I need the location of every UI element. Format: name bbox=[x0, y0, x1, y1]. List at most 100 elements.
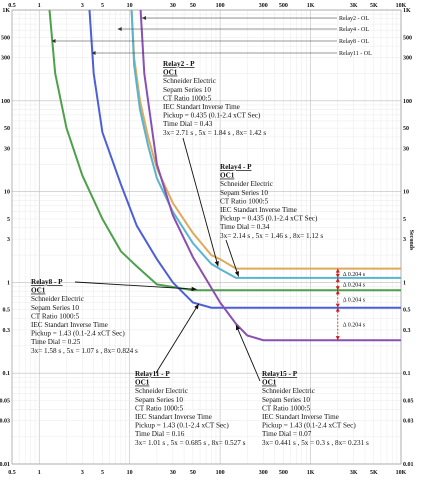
margin-arrowhead bbox=[335, 290, 340, 295]
x-tick-label-bottom: 3 bbox=[81, 470, 84, 476]
x-tick-label-bottom: 500 bbox=[279, 470, 288, 476]
curve-relay8 bbox=[48, 9, 401, 292]
x-tick-label-top: 10K bbox=[396, 3, 407, 9]
pointer-arrow-line bbox=[225, 239, 239, 277]
y-tick-label-left: 30 bbox=[4, 146, 10, 152]
axis-ticks: 0.5 0.5 1 1 3 3 5 5 10 10 30 30 50 50 100 100 300 300 500 5… bbox=[0, 3, 414, 476]
y-tick-label-left: 10 bbox=[4, 190, 10, 196]
x-tick-label-top: 100 bbox=[216, 3, 225, 9]
y-tick-label-right: 5 bbox=[403, 217, 406, 223]
annotation-line: 3x= 2.71 s , 5x = 1.84 s , 8x= 1.42 s bbox=[163, 129, 266, 137]
annotation-line: OC1 bbox=[220, 172, 235, 180]
margin-arrowhead bbox=[335, 286, 340, 291]
x-tick-label-bottom: 10K bbox=[396, 470, 407, 476]
y-tick-label-right: 30 bbox=[403, 146, 409, 152]
y-tick-label-left: 300 bbox=[1, 55, 10, 61]
y-tick-label-right: 0.05 bbox=[403, 399, 414, 405]
x-tick-label-bottom: 10 bbox=[127, 470, 133, 476]
x-tick-label-top: 50 bbox=[190, 3, 196, 9]
y-tick-label-left: 1K bbox=[2, 8, 10, 14]
y-tick-label-right: 300 bbox=[403, 55, 412, 61]
annotation-line: IEC Standart Inverse Time bbox=[135, 413, 212, 421]
annotation-line: 3x= 1.58 s , 5x = 1.07 s , 8x= 0.824 s bbox=[31, 347, 138, 355]
overload-label: Relay11 - OL bbox=[339, 51, 372, 57]
margin-arrowhead bbox=[335, 336, 340, 341]
annotation-line: Sepam Series 10 bbox=[31, 304, 79, 312]
y-tick-label-right: 100 bbox=[403, 99, 412, 105]
x-tick-label-bottom: 30 bbox=[170, 470, 176, 476]
y-tick-label-right: 0.5 bbox=[403, 308, 411, 314]
x-tick-label-top: 3K bbox=[350, 3, 358, 9]
margin-label: Δ 0.204 s bbox=[343, 283, 366, 289]
y-tick-label-right: 1 bbox=[403, 280, 406, 286]
annotation-line: Schneider Electric bbox=[135, 387, 188, 395]
margin-arrowhead bbox=[335, 277, 340, 282]
x-tick-label-top: 0.5 bbox=[8, 3, 16, 9]
curves bbox=[48, 9, 401, 342]
annotation-line: CT Ratio 1000:5 bbox=[220, 197, 269, 205]
x-tick-label-top: 1 bbox=[38, 3, 41, 9]
y-tick-label-left: 0.01 bbox=[0, 462, 10, 468]
plot-frame bbox=[11, 9, 402, 465]
y-tick-label-right: 500 bbox=[403, 35, 412, 41]
overload-label: Relay4 - OL bbox=[339, 27, 369, 33]
y-tick-label-left: 3 bbox=[7, 237, 10, 243]
x-tick-label-bottom: 300 bbox=[259, 470, 268, 476]
x-tick-label-top: 30 bbox=[170, 3, 176, 9]
annotation-line: 3x= 0.441 s , 5x = 0.3 s , 8x= 0.231 s bbox=[262, 439, 369, 447]
pointer-arrowhead bbox=[194, 303, 199, 310]
x-tick-label-top: 300 bbox=[259, 3, 268, 9]
annotation-line: CT Ratio 1000:5 bbox=[31, 312, 80, 320]
curve-relay4 bbox=[130, 9, 401, 279]
y-tick-label-right: 50 bbox=[403, 126, 409, 132]
x-tick-label-bottom: 50 bbox=[190, 470, 196, 476]
annotation-title: Relay4 - P bbox=[220, 163, 252, 171]
pointer-arrowhead bbox=[191, 286, 197, 292]
x-tick-label-top: 1K bbox=[307, 3, 315, 9]
annotation-line: Pickup = 1.43 (0.1-2.4 xCT Sec) bbox=[135, 422, 229, 430]
overload-label: Relay2 - OL bbox=[339, 16, 369, 22]
x-tick-label-bottom: 0.5 bbox=[8, 470, 16, 476]
annotation-line: Time Dial = 0.07 bbox=[262, 430, 312, 438]
margin-arrowhead bbox=[335, 273, 340, 278]
y-axis-label: Seconds bbox=[408, 230, 414, 251]
annotation-line: IEC Standart Inverse Time bbox=[163, 103, 240, 111]
y-tick-label-left: 0.5 bbox=[3, 308, 11, 314]
overload-label: Relay8 - OL bbox=[339, 39, 369, 45]
annotation-title: Relay11 - P bbox=[135, 370, 170, 378]
margin-label: Δ 0.204 s bbox=[343, 322, 366, 328]
pointer-arrow-line bbox=[74, 281, 197, 290]
annotation-line: Sepam Series 10 bbox=[163, 86, 211, 94]
overload-labels: Relay2 - OL Relay4 - OL Relay8 - OL Relay11… bbox=[51, 16, 372, 57]
annotation-line: OC1 bbox=[31, 287, 46, 295]
annotation-line: Time Dial = 0.16 bbox=[135, 430, 185, 438]
annotation-title: Relay8 - P bbox=[31, 278, 63, 286]
y-tick-label-left: 0.1 bbox=[3, 371, 11, 377]
x-tick-label-top: 5K bbox=[370, 3, 378, 9]
pointer-arrowhead bbox=[214, 261, 219, 267]
annotation-line: IEC Standart Inverse Time bbox=[262, 413, 339, 421]
annotation-line: Schneider Electric bbox=[220, 180, 273, 188]
x-tick-label-top: 500 bbox=[279, 3, 288, 9]
annotation-line: Schneider Electric bbox=[163, 77, 216, 85]
x-tick-label-top: 5 bbox=[101, 3, 104, 9]
y-tick-label-right: 1K bbox=[403, 8, 411, 14]
curve-relay15 bbox=[139, 9, 401, 342]
annotation-line: Time Dial = 0.43 bbox=[163, 120, 213, 128]
y-tick-label-right: 0.01 bbox=[403, 462, 414, 468]
annotation-line: CT Ratio 1000:5 bbox=[262, 404, 311, 412]
pointer-arrow-line bbox=[235, 324, 261, 382]
annotation-line: Time Dial = 0.25 bbox=[31, 338, 81, 346]
annotation-arrows bbox=[74, 137, 261, 382]
annotation-line: CT Ratio 1000:5 bbox=[163, 94, 212, 102]
annotation-line: 3x= 1.01 s , 5x = 0.685 s , 8x= 0.527 s bbox=[135, 439, 246, 447]
pointer-arrowhead bbox=[234, 271, 240, 277]
annotation-line: OC1 bbox=[135, 379, 150, 387]
y-tick-label-right: 3 bbox=[403, 237, 406, 243]
annotation-line: Sepam Series 10 bbox=[262, 396, 310, 404]
x-tick-label-bottom: 3K bbox=[350, 470, 358, 476]
y-tick-label-right: 10 bbox=[403, 190, 409, 196]
annotation-title: Relay2 - P bbox=[163, 60, 195, 68]
ol-arrowhead bbox=[117, 27, 122, 31]
